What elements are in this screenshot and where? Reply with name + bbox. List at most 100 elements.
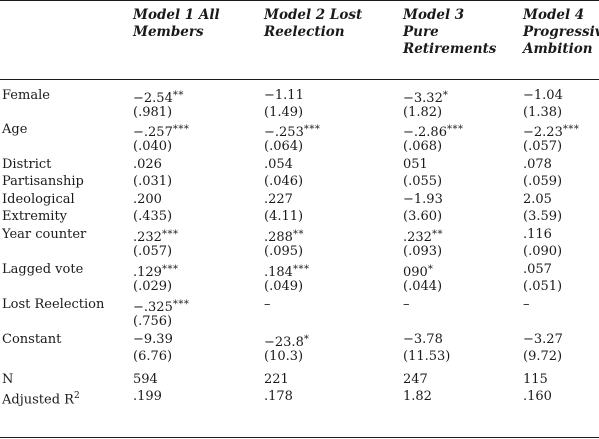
cell-value: .116 — [523, 227, 552, 242]
cell-model-2: 221 — [264, 371, 289, 388]
cell-model-4: −1.04 — [523, 87, 563, 104]
significance-stars: ** — [172, 90, 184, 101]
cell-model-1: (.435) — [133, 208, 172, 225]
row-label-text: Female — [2, 88, 50, 103]
cell-model-2: .178 — [264, 388, 293, 405]
cell-value: .184 — [264, 265, 293, 280]
cell-value: .232 — [403, 230, 432, 245]
cell-model-2: (4.11) — [264, 208, 303, 225]
cell-model-1: (.029) — [133, 278, 172, 295]
cell-model-3: −1.93 — [403, 191, 443, 208]
row-label: Lagged vote — [2, 261, 83, 278]
cell-value: .057 — [523, 262, 552, 277]
cell-value: .054 — [264, 157, 293, 172]
cell-value: (1.82) — [403, 105, 443, 120]
significance-stars: *** — [161, 229, 179, 240]
cell-model-1: (.057) — [133, 243, 172, 260]
cell-value: (10.3) — [264, 349, 304, 364]
cell-model-3: 247 — [403, 371, 428, 388]
significance-stars: * — [442, 90, 449, 101]
cell-value: −23.8 — [264, 335, 304, 350]
cell-value: .232 — [133, 230, 162, 245]
header-model-2: Model 2 Lost Reelection — [264, 7, 363, 40]
row-label-text: Age — [2, 122, 28, 137]
cell-value: .199 — [133, 389, 162, 404]
header-model-4: Model 4 Progressive Ambition — [523, 7, 599, 57]
row-label: Partisanship — [2, 173, 84, 190]
cell-model-2: (.095) — [264, 243, 303, 260]
cell-model-2: (.064) — [264, 138, 303, 155]
cell-model-3: 090* — [403, 261, 433, 281]
cell-value: .129 — [133, 265, 162, 280]
cell-value: (.068) — [403, 139, 443, 154]
row-label-text: Constant — [2, 332, 62, 347]
significance-stars: * — [427, 264, 434, 275]
cell-model-4: (.090) — [523, 243, 562, 260]
cell-value: .227 — [264, 192, 293, 207]
row-label-text: Ideological — [2, 192, 75, 207]
cell-model-3: .232** — [403, 226, 443, 246]
table-row: (.756) — [0, 313, 599, 330]
table-row: (6.76) (10.3) (11.53) (9.72) — [0, 348, 599, 365]
cell-model-4: .116 — [523, 226, 552, 243]
significance-stars: * — [303, 334, 310, 345]
cell-model-4: 115 — [523, 371, 548, 388]
table-row: (.981) (1.49) (1.82) (1.38) — [0, 104, 599, 121]
cell-value: (.064) — [264, 139, 304, 154]
bottom-rule — [0, 437, 599, 438]
cell-model-4: (.057) — [523, 138, 562, 155]
cell-value: (.031) — [133, 174, 173, 189]
cell-value: −3.27 — [523, 332, 563, 347]
row-label-text: Year counter — [2, 227, 87, 242]
cell-model-2: .288** — [264, 226, 304, 246]
table-row: (.029) (.049) (.044) (.051) — [0, 278, 599, 295]
row-label: Year counter — [2, 226, 86, 243]
cell-value: 2.05 — [523, 192, 552, 207]
cell-value: .288 — [264, 230, 293, 245]
cell-model-1: .200 — [133, 191, 162, 208]
cell-model-2: (1.49) — [264, 104, 303, 121]
cell-model-1: .199 — [133, 388, 162, 405]
cell-model-2: −1.11 — [264, 87, 304, 104]
table-row: Age −.257*** −.253*** −.2.86*** −2.23*** — [0, 121, 599, 141]
cell-model-2: .054 — [264, 156, 293, 173]
row-label-text: District — [2, 157, 52, 172]
cell-value: −1.11 — [264, 88, 304, 103]
cell-model-3: 1.82 — [403, 388, 432, 405]
cell-value: .026 — [133, 157, 162, 172]
table-row: Ideological .200 .227 −1.93 2.05 — [0, 191, 599, 208]
cell-value: (1.38) — [523, 105, 563, 120]
cell-value: −.257 — [133, 125, 173, 140]
row-label: Lost Reelection — [2, 296, 104, 313]
cell-model-2: −23.8* — [264, 331, 309, 351]
cell-value: 051 — [403, 157, 428, 172]
table-row: Female −2.54** −1.11 −3.32* −1.04 — [0, 87, 599, 107]
table-row: (.040) (.064) (.068) (.057) — [0, 138, 599, 155]
significance-stars: *** — [172, 124, 190, 135]
cell-value: – — [523, 297, 530, 312]
cell-value: .160 — [523, 389, 552, 404]
cell-model-1: −.257*** — [133, 121, 189, 141]
significance-stars: *** — [446, 124, 464, 135]
cell-model-1: (.756) — [133, 313, 172, 330]
cell-model-1: −9.39 — [133, 331, 173, 348]
cell-model-1: (6.76) — [133, 348, 172, 365]
cell-model-2: .184*** — [264, 261, 309, 281]
cell-model-2: (10.3) — [264, 348, 303, 365]
significance-stars: *** — [292, 264, 310, 275]
cell-model-1: −.325*** — [133, 296, 189, 316]
cell-value: −1.04 — [523, 88, 563, 103]
cell-value: 221 — [264, 372, 289, 387]
cell-model-3: (1.82) — [403, 104, 442, 121]
cell-value: (3.60) — [403, 209, 443, 224]
cell-value: – — [264, 297, 271, 312]
cell-value: (.044) — [403, 279, 443, 294]
row-label: Constant — [2, 331, 61, 348]
table-row: Constant −9.39 −23.8* −3.78 −3.27 — [0, 331, 599, 351]
cell-model-3: −3.32* — [403, 87, 448, 107]
cell-value: (.756) — [133, 314, 173, 329]
significance-stars: ** — [431, 229, 443, 240]
cell-value: (.095) — [264, 244, 304, 259]
cell-model-3: −3.78 — [403, 331, 443, 348]
cell-value: −3.78 — [403, 332, 443, 347]
